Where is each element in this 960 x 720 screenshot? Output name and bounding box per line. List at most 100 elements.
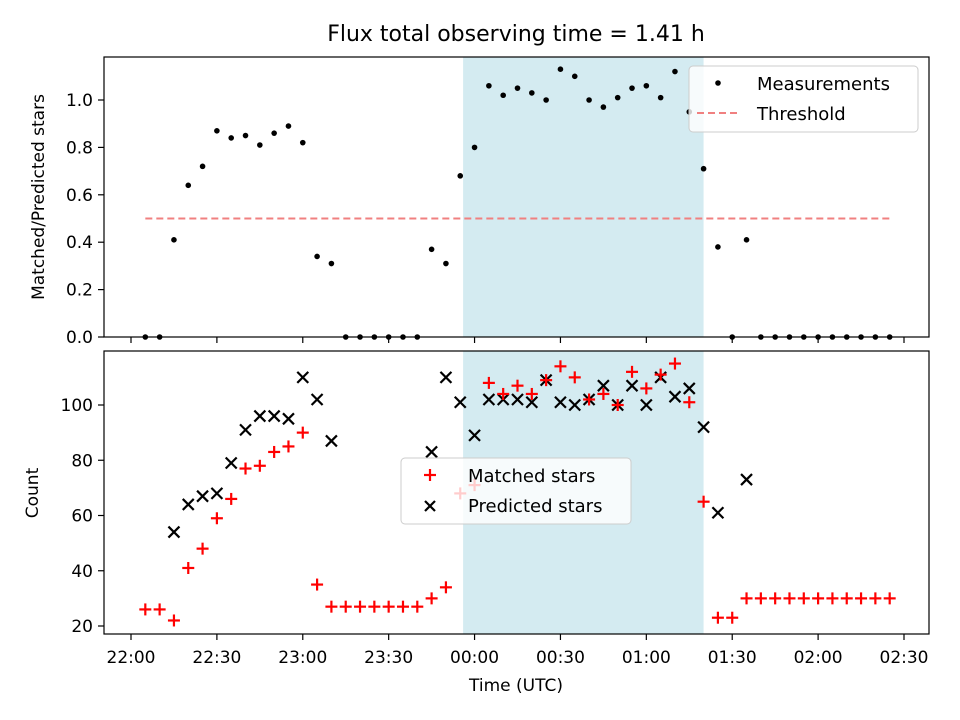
xtick-label: 01:30 (708, 648, 757, 668)
predicted-star-point (482, 393, 496, 406)
matched-star-point (225, 492, 238, 505)
matched-star-point (683, 396, 696, 409)
matched-star-point (797, 592, 810, 605)
measurement-point (242, 132, 249, 139)
bottom-plot-frame (103, 350, 930, 635)
predicted-star-point (468, 429, 481, 442)
legend-predicted-label: Predicted stars (468, 496, 602, 517)
measurement-point (600, 104, 607, 110)
bottom-ytick-label: 20 (71, 617, 93, 637)
bottom-ytick-label: 80 (71, 451, 93, 471)
matched-star-point (568, 371, 581, 384)
predicted-star-point (253, 409, 267, 423)
xtick-label: 00:30 (536, 648, 585, 668)
top-ylabel: Matched/Predicted stars (29, 94, 49, 300)
matched-star-point (668, 357, 681, 370)
bottom-panel: 20 40 60 80 100 22:00 22:30 23:00 23:30 00:00 00:… (23, 350, 930, 696)
matched-star-point (239, 462, 252, 475)
measurement-point (185, 182, 192, 189)
matched-star-point (210, 512, 223, 525)
matched-star-point (783, 592, 796, 605)
predicted-star-point (554, 395, 567, 409)
top-ytick-label: 0.0 (66, 328, 93, 348)
matched-star-point (840, 592, 853, 605)
measurement-point (643, 82, 650, 89)
measurement-point (672, 68, 678, 75)
measurement-point (614, 94, 621, 101)
matched-star-point (812, 592, 825, 605)
matched-star-point (640, 382, 653, 395)
matched-star-point (139, 603, 152, 616)
predicted-star-point (682, 382, 696, 395)
predicted-star-point (296, 371, 310, 384)
matched-star-point (697, 495, 710, 508)
matched-star-point (354, 600, 367, 613)
measurement-point (199, 163, 206, 170)
matched-star-point (554, 360, 567, 373)
measurement-point (571, 73, 578, 80)
xtick-label: 23:30 (364, 648, 413, 668)
bottom-legend-box (400, 457, 632, 525)
matched-star-point (740, 592, 753, 605)
predicted-star-point (568, 398, 582, 412)
measurement-point (428, 246, 435, 253)
chart-title: Flux total observing time = 1.41 h (327, 22, 705, 47)
predicted-star-point (210, 487, 224, 500)
bottom-ytick-label: 40 (71, 562, 93, 582)
measurement-point (299, 139, 306, 146)
matched-star-point (382, 600, 395, 613)
top-ytick-label: 1.0 (66, 91, 93, 111)
measurement-point (557, 66, 564, 72)
predicted-star-point (525, 395, 539, 409)
bottom-ytick-label: 100 (61, 396, 93, 416)
measurement-point (171, 237, 177, 243)
measurement-point (529, 90, 535, 96)
matched-star-point (282, 440, 295, 453)
top-ytick-label: 0.2 (66, 281, 93, 301)
matched-star-point (540, 374, 553, 387)
measurement-point (629, 85, 635, 91)
predicted-star-point (196, 489, 209, 503)
xtick-label: 02:30 (880, 648, 929, 668)
predicted-star-point (640, 398, 653, 412)
predicted-star-point (668, 390, 682, 403)
matched-star-point (482, 376, 495, 389)
legend-measurements-label: Measurements (757, 74, 890, 95)
bottom-ylabel: Count (23, 467, 43, 518)
matched-star-point (869, 592, 882, 605)
predicted-star-point (439, 371, 453, 384)
top-shaded-region (463, 57, 704, 337)
measurement-point (271, 130, 277, 136)
predicted-star-point (310, 393, 324, 406)
top-panel: 0.0 0.2 0.4 0.6 0.8 1.0 Matched/Predicted sta… (29, 56, 930, 348)
predicted-star-point (181, 498, 195, 511)
matched-star-point (396, 600, 409, 613)
matched-star-point (769, 592, 782, 605)
measurement-point (500, 92, 506, 99)
top-legend: Measurements Threshold (688, 65, 919, 133)
matched-star-point (711, 611, 724, 624)
matched-star-point (182, 561, 195, 574)
matched-star-point (855, 592, 868, 605)
matched-star-point (583, 393, 596, 406)
matched-star-point (325, 600, 338, 613)
legend-predicted-marker (424, 500, 436, 512)
measurement-point (328, 260, 335, 267)
measurement-point (586, 97, 592, 103)
matched-star-point (497, 387, 510, 400)
matched-star-point (525, 387, 538, 400)
matched-star-point (253, 459, 266, 472)
xtick-label: 22:00 (107, 648, 156, 668)
matched-star-point (196, 542, 209, 555)
legend-measurements-marker (715, 80, 721, 86)
measurement-point (314, 253, 320, 260)
measurement-point (228, 135, 235, 141)
matched-star-point (726, 611, 739, 624)
x-axis-label: Time (UTC) (468, 676, 563, 696)
predicted-star-point (325, 434, 338, 448)
measurement-point (285, 123, 292, 129)
predicted-star-point (740, 473, 753, 486)
predicted-star-point (625, 379, 639, 392)
measurement-point (543, 97, 549, 103)
